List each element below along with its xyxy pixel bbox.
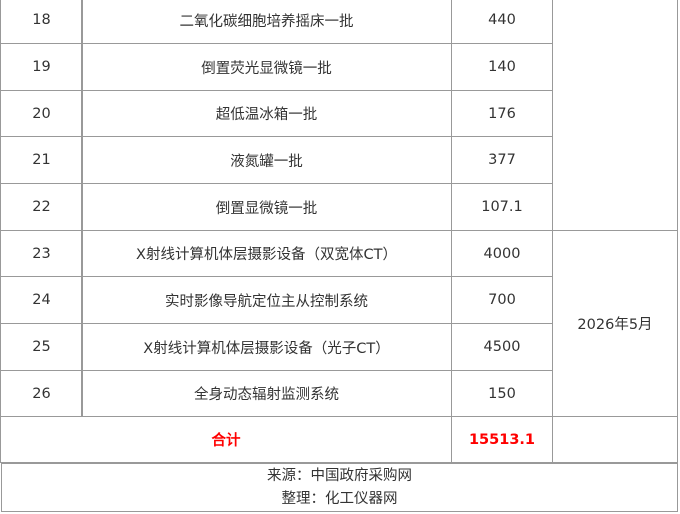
row-no: 19 — [0, 43, 83, 91]
row-amount: 4500 — [451, 323, 553, 371]
row-amount: 377 — [451, 136, 553, 184]
row-name: X射线计算机体层摄影设备（光子CT） — [81, 323, 452, 371]
total-empty-cell — [552, 416, 678, 463]
row-name: 倒置荧光显微镜一批 — [81, 43, 452, 91]
row-name: 超低温冰箱一批 — [81, 90, 452, 137]
row-amount: 440 — [451, 0, 553, 44]
row-no: 25 — [0, 323, 83, 371]
editor-text: 整理：化工仪器网 — [281, 490, 398, 507]
row-no: 21 — [0, 136, 83, 184]
row-no: 22 — [0, 183, 83, 231]
row-name: 全身动态辐射监测系统 — [81, 370, 452, 417]
row-no: 20 — [0, 90, 83, 137]
row-no: 26 — [0, 370, 83, 417]
row-name: 二氧化碳细胞培养摇床一批 — [81, 0, 452, 44]
date-cell-previous — [552, 0, 678, 231]
row-amount: 4000 — [451, 230, 553, 277]
row-amount: 107.1 — [451, 183, 553, 231]
row-amount: 700 — [451, 276, 553, 324]
row-name: 倒置显微镜一批 — [81, 183, 452, 231]
row-name: X射线计算机体层摄影设备（双宽体CT） — [81, 230, 452, 277]
total-value: 15513.1 — [451, 416, 553, 463]
row-amount: 176 — [451, 90, 553, 137]
row-no: 24 — [0, 276, 83, 324]
date-cell: 2026年5月 — [552, 230, 678, 417]
row-amount: 140 — [451, 43, 553, 91]
row-no: 23 — [0, 230, 83, 277]
total-label: 合计 — [0, 416, 452, 463]
row-name: 液氮罐一批 — [81, 136, 452, 184]
row-name: 实时影像导航定位主从控制系统 — [81, 276, 452, 324]
source-text: 来源：中国政府采购网 — [267, 467, 412, 484]
row-amount: 150 — [451, 370, 553, 417]
table-footer: 来源：中国政府采购网 整理：化工仪器网 — [1, 463, 678, 512]
row-no: 18 — [0, 0, 83, 44]
